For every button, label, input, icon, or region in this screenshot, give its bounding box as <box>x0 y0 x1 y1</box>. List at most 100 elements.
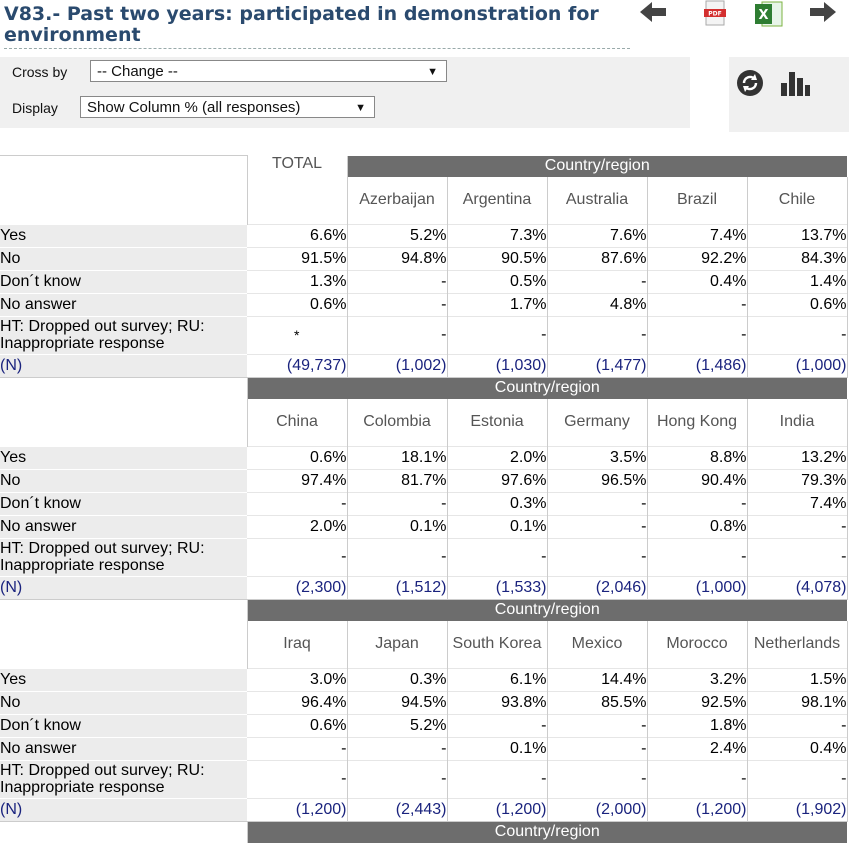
table-row: Don´t know 0.6% 5.2% - - 1.8% - <box>0 713 848 737</box>
row-label: (N) <box>0 797 247 822</box>
table-row: Don´t know - - 0.3% - - 7.4% <box>0 491 848 515</box>
cell: - <box>747 514 848 538</box>
cell: - <box>347 537 448 576</box>
cell: 6.1% <box>447 667 548 691</box>
cell-total: (49,737) <box>247 353 348 378</box>
cell: 2.4% <box>647 736 748 760</box>
cell: 87.6% <box>547 246 648 270</box>
cell: 0.6% <box>247 445 348 469</box>
display-select[interactable]: Show Column % (all responses) ▼ <box>80 96 375 118</box>
table-row: No answer 2.0% 0.1% 0.1% - 0.8% - <box>0 514 848 538</box>
table-row: No answer 0.6% - 1.7% 4.8% - 0.6% <box>0 292 848 316</box>
excel-label: X <box>758 8 768 23</box>
cell: - <box>247 537 348 576</box>
row-label: No <box>0 468 247 492</box>
cell: 0.4% <box>647 269 748 293</box>
cell: 13.7% <box>747 223 848 247</box>
col-header: Germany <box>546 398 648 446</box>
cell: - <box>447 713 548 737</box>
pdf-icon[interactable]: PDF <box>698 0 732 28</box>
crossby-label: Cross by <box>12 64 68 80</box>
table-row: HT: Dropped out survey; RU: Inappropriat… <box>0 537 848 576</box>
col-header: Morocco <box>646 620 748 668</box>
cell: 0.3% <box>347 667 448 691</box>
cell: 98.1% <box>747 690 848 714</box>
crossby-value: -- Change -- <box>97 63 178 80</box>
crossby-select[interactable]: -- Change -- ▼ <box>90 60 447 82</box>
cell: 2.0% <box>247 514 348 538</box>
table-row: (N) (49,737) (1,002) (1,030) (1,477) (1,… <box>0 353 848 378</box>
cell: 1.4% <box>747 269 848 293</box>
table-row: HT: Dropped out survey; RU: Inappropriat… <box>0 315 848 354</box>
cell: - <box>647 491 748 515</box>
bar-chart-icon[interactable] <box>779 69 811 102</box>
cell: 3.5% <box>547 445 648 469</box>
table-row: No 96.4% 94.5% 93.8% 85.5% 92.5% 98.1% <box>0 690 848 714</box>
cell: 5.2% <box>347 713 448 737</box>
cell: 97.6% <box>447 468 548 492</box>
row-label: No <box>0 246 247 270</box>
cell: 81.7% <box>347 468 448 492</box>
table-row: Yes 6.6% 5.2% 7.3% 7.6% 7.4% 13.7% <box>0 223 848 247</box>
refresh-icon[interactable] <box>736 69 764 102</box>
excel-icon[interactable]: X <box>752 0 786 28</box>
cell-total: 91.5% <box>247 246 348 270</box>
col-header: Azerbaijan <box>346 176 448 224</box>
pdf-label: PDF <box>708 11 721 18</box>
cell: 92.5% <box>647 690 748 714</box>
col-header: Hong Kong <box>646 398 748 446</box>
group-header: Country/region <box>247 821 847 843</box>
corner-cell <box>0 376 248 446</box>
cell: 4.8% <box>547 292 648 316</box>
cell: 3.2% <box>647 667 748 691</box>
cell: 0.3% <box>447 491 548 515</box>
row-label: Don´t know <box>0 491 247 515</box>
cell: - <box>347 759 448 798</box>
cell: - <box>547 713 648 737</box>
row-label: Yes <box>0 445 247 469</box>
col-header: South Korea <box>446 620 548 668</box>
controls-panel: Cross by -- Change -- ▼ Display Show Col… <box>0 57 690 128</box>
cell: - <box>447 315 548 354</box>
cell: - <box>547 759 648 798</box>
display-value: Show Column % (all responses) <box>87 99 301 116</box>
cell: 0.6% <box>247 713 348 737</box>
table-row: No answer - - 0.1% - 2.4% 0.4% <box>0 736 848 760</box>
row-label: No answer <box>0 736 247 760</box>
row-label: (N) <box>0 353 247 378</box>
cell: 7.6% <box>547 223 648 247</box>
cell: (2,443) <box>347 797 448 822</box>
cell: (1,533) <box>447 575 548 600</box>
cell: - <box>747 759 848 798</box>
cell: (2,000) <box>547 797 648 822</box>
cell: 5.2% <box>347 223 448 247</box>
cell: 1.8% <box>647 713 748 737</box>
side-panel <box>729 57 849 132</box>
display-label: Display <box>12 100 58 116</box>
cell: 7.4% <box>747 491 848 515</box>
cell: (4,078) <box>747 575 848 600</box>
table-row: No 97.4% 81.7% 97.6% 96.5% 90.4% 79.3% <box>0 468 848 492</box>
cell: - <box>547 491 648 515</box>
cell: - <box>647 759 748 798</box>
cell: 7.3% <box>447 223 548 247</box>
row-label: No <box>0 690 247 714</box>
cell: (1,000) <box>647 575 748 600</box>
table-row: HT: Dropped out survey; RU: Inappropriat… <box>0 759 848 798</box>
arrow-left-icon[interactable] <box>636 0 670 28</box>
arrow-right-icon[interactable] <box>806 0 840 28</box>
cell-total: 1.3% <box>247 269 348 293</box>
cell-total: 0.6% <box>247 292 348 316</box>
cell: 7.4% <box>647 223 748 247</box>
group-header: Country/region <box>347 155 847 177</box>
cell: 13.2% <box>747 445 848 469</box>
cell: (1,030) <box>447 353 548 378</box>
row-label: Yes <box>0 667 247 691</box>
cell: (1,477) <box>547 353 648 378</box>
cell: 1.7% <box>447 292 548 316</box>
cell: 97.4% <box>247 468 348 492</box>
cell: (1,902) <box>747 797 848 822</box>
cell: - <box>647 537 748 576</box>
col-header: Estonia <box>446 398 548 446</box>
table-row: (N) (1,200) (2,443) (1,200) (2,000) (1,2… <box>0 797 848 822</box>
